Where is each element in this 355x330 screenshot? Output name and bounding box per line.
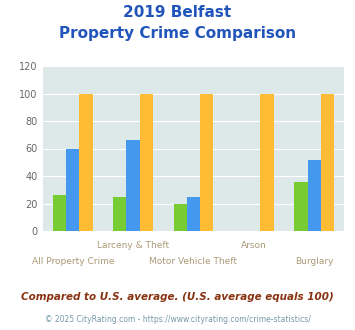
Bar <box>294 182 307 231</box>
Text: Arson: Arson <box>241 241 267 250</box>
Bar <box>66 148 80 231</box>
Bar <box>187 197 200 231</box>
Text: Compared to U.S. average. (U.S. average equals 100): Compared to U.S. average. (U.S. average … <box>21 292 334 302</box>
Bar <box>200 93 213 231</box>
Text: 2019 Belfast: 2019 Belfast <box>124 5 231 20</box>
Bar <box>321 93 334 231</box>
Bar <box>113 197 126 231</box>
Text: Motor Vehicle Theft: Motor Vehicle Theft <box>149 257 237 266</box>
Text: Property Crime Comparison: Property Crime Comparison <box>59 26 296 41</box>
Bar <box>261 93 274 231</box>
Bar <box>174 204 187 231</box>
Bar <box>140 93 153 231</box>
Bar <box>80 93 93 231</box>
Text: © 2025 CityRating.com - https://www.cityrating.com/crime-statistics/: © 2025 CityRating.com - https://www.city… <box>45 315 310 324</box>
Legend: Belfast, Maine, National: Belfast, Maine, National <box>63 328 324 330</box>
Bar <box>53 195 66 231</box>
Bar <box>307 159 321 231</box>
Text: All Property Crime: All Property Crime <box>32 257 114 266</box>
Text: Larceny & Theft: Larceny & Theft <box>97 241 169 250</box>
Text: Burglary: Burglary <box>295 257 333 266</box>
Bar <box>126 140 140 231</box>
